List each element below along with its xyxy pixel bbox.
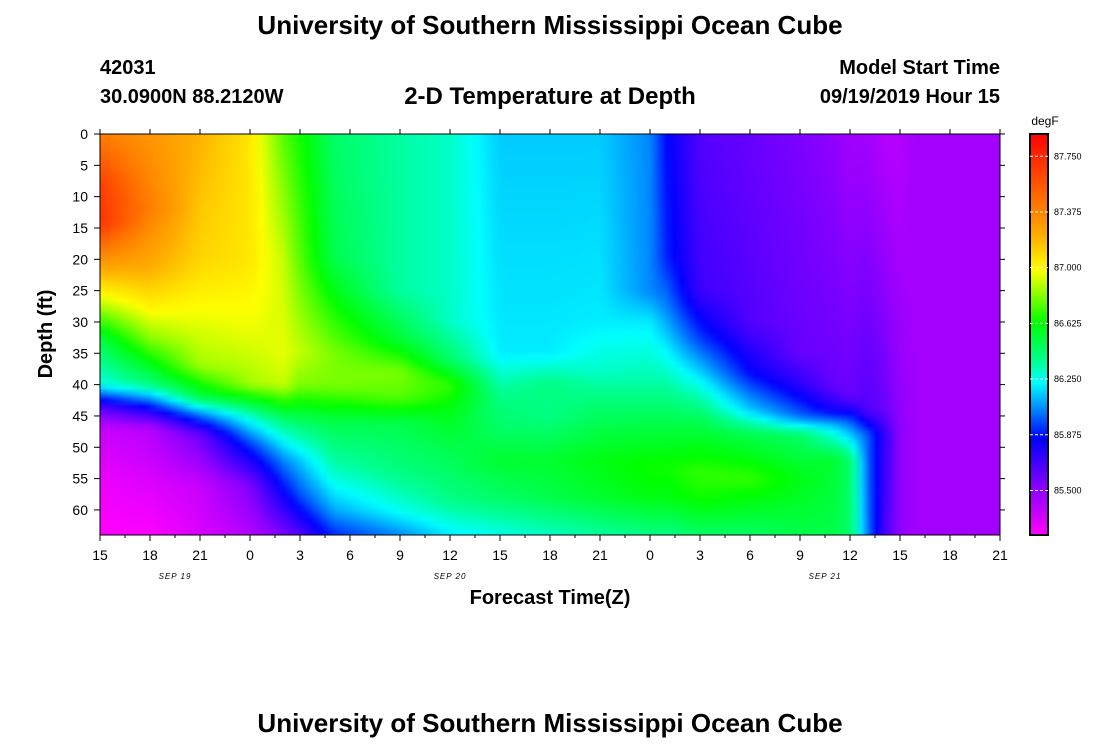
heatmap-image bbox=[100, 134, 1000, 535]
station-coordinates: 30.0900N 88.2120W bbox=[100, 86, 284, 108]
x-tick-label: 18 bbox=[542, 547, 558, 563]
x-tick-label: 6 bbox=[346, 547, 354, 563]
y-axis: 0 5 10 15 20 25 30 35 40 45 50 55 60 bbox=[72, 126, 1005, 518]
x-tick-label: 12 bbox=[842, 547, 858, 563]
station-id: 42031 bbox=[100, 57, 156, 79]
y-tick-label: 10 bbox=[72, 189, 88, 205]
y-tick-label: 40 bbox=[72, 377, 88, 393]
x-tick-label: 21 bbox=[192, 547, 208, 563]
x-tick-label: 6 bbox=[746, 547, 754, 563]
y-tick-label: 50 bbox=[72, 439, 88, 455]
colorbar: degF 87.750 87.375 87.000 86.625 86.250 85.87… bbox=[1029, 114, 1082, 536]
y-tick-label: 45 bbox=[72, 408, 88, 424]
y-tick-label: 55 bbox=[72, 471, 88, 487]
model-start-value: 09/19/2019 Hour 15 bbox=[819, 86, 1000, 108]
x-tick-label: 9 bbox=[396, 547, 404, 563]
date-label: SEP 19 bbox=[159, 572, 192, 581]
y-tick-label: 30 bbox=[72, 314, 88, 330]
footer-title: University of Southern Mississippi Ocean… bbox=[257, 708, 843, 738]
colorbar-tick-label: 85.875 bbox=[1054, 430, 1082, 440]
x-tick-label: 0 bbox=[246, 547, 254, 563]
x-axis-label: Forecast Time(Z) bbox=[470, 587, 631, 609]
x-tick-label: 18 bbox=[942, 547, 958, 563]
y-tick-label: 35 bbox=[72, 345, 88, 361]
colorbar-tick-label: 86.625 bbox=[1054, 318, 1082, 328]
y-tick-label: 15 bbox=[72, 220, 88, 236]
x-tick-label: 15 bbox=[492, 547, 508, 563]
x-tick-label: 0 bbox=[646, 547, 654, 563]
colorbar-tick-label: 87.375 bbox=[1054, 207, 1082, 217]
y-tick-label: 60 bbox=[72, 502, 88, 518]
x-tick-label: 12 bbox=[442, 547, 458, 563]
y-tick-label: 0 bbox=[80, 126, 88, 142]
chart-title: 2-D Temperature at Depth bbox=[404, 83, 696, 110]
model-start-label: Model Start Time bbox=[839, 57, 1000, 79]
colorbar-tick-label: 87.000 bbox=[1054, 263, 1082, 273]
x-tick-label: 3 bbox=[296, 547, 304, 563]
x-tick-label: 18 bbox=[142, 547, 158, 563]
colorbar-tick-label: 85.500 bbox=[1054, 485, 1082, 495]
x-tick-label: 21 bbox=[992, 547, 1008, 563]
colorbar-gradient bbox=[1029, 133, 1049, 536]
colorbar-tick-label: 87.750 bbox=[1054, 151, 1082, 161]
y-tick-label: 20 bbox=[72, 251, 88, 267]
colorbar-unit: degF bbox=[1031, 114, 1058, 128]
x-tick-label: 9 bbox=[796, 547, 804, 563]
y-tick-label: 5 bbox=[80, 157, 88, 173]
x-tick-label: 15 bbox=[892, 547, 908, 563]
x-tick-label: 21 bbox=[592, 547, 608, 563]
y-axis-label: Depth (ft) bbox=[35, 290, 57, 379]
page-title: University of Southern Mississippi Ocean… bbox=[257, 10, 843, 40]
x-tick-label: 15 bbox=[92, 547, 108, 563]
date-label: SEP 21 bbox=[809, 572, 842, 581]
x-tick-label: 3 bbox=[696, 547, 704, 563]
date-label: SEP 20 bbox=[434, 572, 467, 581]
colorbar-tick-label: 86.250 bbox=[1054, 374, 1082, 384]
y-tick-label: 25 bbox=[72, 283, 88, 299]
